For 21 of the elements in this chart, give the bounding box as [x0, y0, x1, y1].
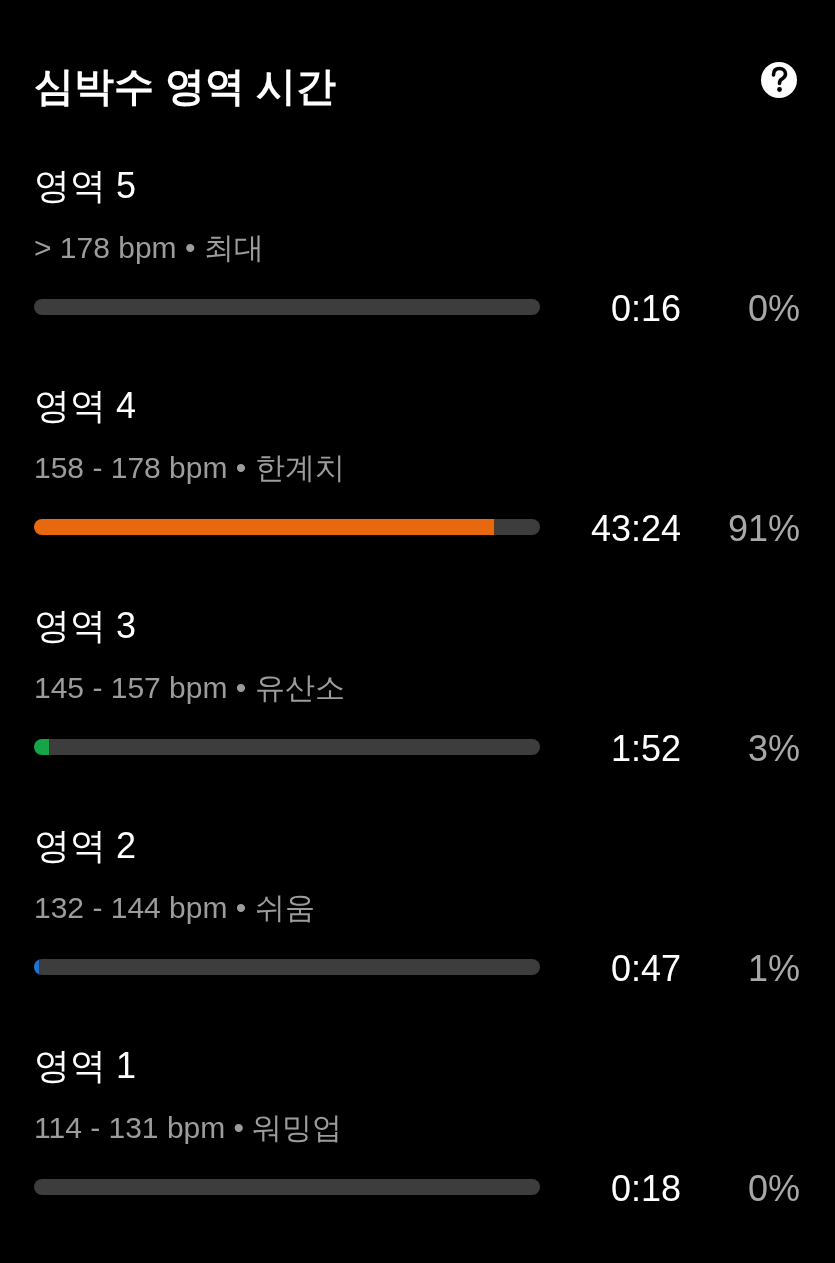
annotation: 0:16: [610, 288, 681, 329]
value-label: 0%: [747, 1168, 800, 1209]
value-label: 1%: [747, 948, 800, 989]
category-label: 영역 1: [34, 1045, 137, 1086]
category-label: 영역 3: [34, 605, 137, 646]
category-sublabel: 158 - 178 bpm • 한계치: [34, 451, 345, 484]
category-label: 영역 2: [34, 825, 137, 866]
category-label: 영역 4: [34, 385, 137, 426]
annotation: 0:18: [610, 1168, 681, 1209]
category-sublabel: > 178 bpm • 최대: [34, 231, 264, 264]
category-sublabel: 145 - 157 bpm • 유산소: [34, 671, 345, 704]
category-sublabel: 132 - 144 bpm • 쉬움: [34, 891, 315, 924]
value-label: 3%: [747, 728, 800, 769]
value-label: 0%: [747, 288, 800, 329]
annotation: 43:24: [590, 508, 681, 549]
title: 심박수 영역 시간: [34, 64, 337, 108]
category-label: 영역 5: [34, 165, 137, 206]
annotation: 1:52: [610, 728, 681, 769]
category-sublabel: 114 - 131 bpm • 워밍업: [34, 1111, 343, 1144]
value-label: 91%: [727, 508, 800, 549]
annotation: 0:47: [610, 948, 681, 989]
